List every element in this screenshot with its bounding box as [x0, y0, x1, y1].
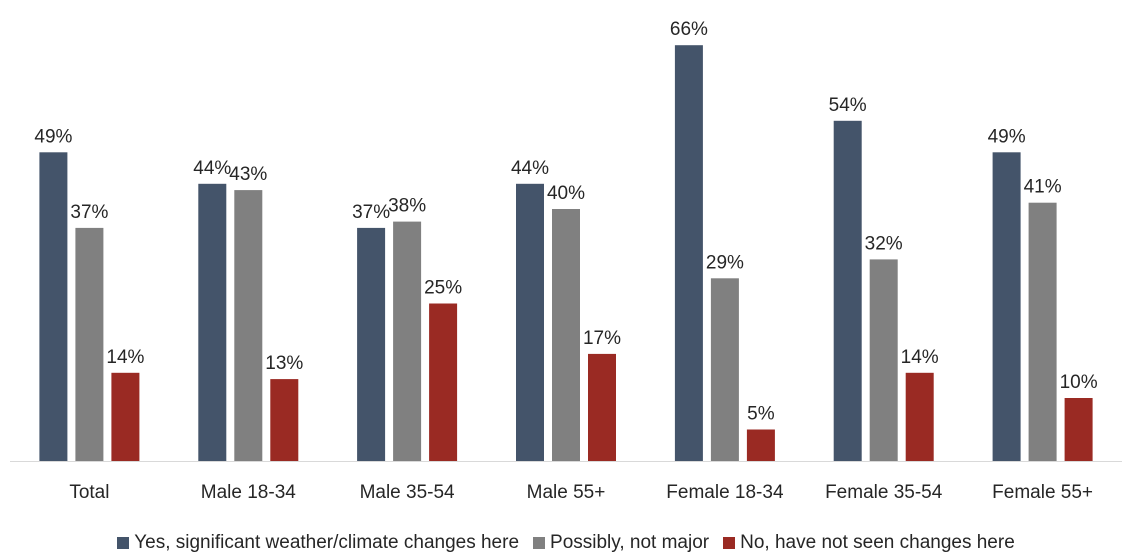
- bar-female-35-54-s2: [905, 372, 934, 461]
- data-label-male-18-34-s2: 13%: [265, 353, 303, 374]
- category-label-male-55-: Male 55+: [527, 482, 606, 503]
- legend-swatch-yes: [117, 537, 130, 549]
- legend-label-yes: Yes, significant weather/climate changes…: [134, 532, 520, 553]
- data-label-male-18-34-s1: 43%: [229, 164, 267, 185]
- bar-male-55--s0: [516, 183, 544, 462]
- data-label-male-35-54-s2: 25%: [424, 278, 462, 299]
- bar-female-18-34-s0: [674, 45, 703, 461]
- category-label-female-55-: Female 55+: [992, 482, 1093, 503]
- legend-item-no: No, have not seen changes here: [723, 532, 1015, 554]
- category-label-male-35-54: Male 35-54: [360, 482, 455, 503]
- data-label-total-s2: 14%: [106, 347, 144, 368]
- category-label-female-18-34: Female 18-34: [666, 482, 784, 503]
- data-label-female-55--s0: 49%: [988, 126, 1026, 147]
- legend-item-yes: Yes, significant weather/climate changes…: [117, 532, 519, 554]
- bar-female-55--s1: [1028, 202, 1057, 461]
- bar-total-s1: [75, 227, 104, 461]
- data-label-female-35-54-s0: 54%: [829, 95, 867, 116]
- data-label-male-18-34-s0: 44%: [193, 158, 231, 179]
- bar-female-18-34-s1: [710, 278, 739, 461]
- bar-male-18-34-s1: [234, 190, 263, 461]
- bar-male-55--s2: [588, 353, 616, 461]
- bar-total-s0: [39, 152, 68, 462]
- bar-total-s2: [111, 372, 140, 461]
- legend-label-possibly: Possibly, not major: [550, 532, 710, 553]
- data-label-male-55--s1: 40%: [547, 183, 585, 204]
- data-label-female-35-54-s1: 32%: [865, 233, 903, 254]
- category-label-total: Total: [69, 482, 109, 503]
- data-label-female-18-34-s1: 29%: [706, 252, 744, 273]
- data-label-female-55--s1: 41%: [1024, 177, 1062, 198]
- data-label-female-55--s2: 10%: [1060, 372, 1098, 393]
- bar-female-35-54-s0: [833, 120, 862, 462]
- data-label-female-18-34-s2: 5%: [747, 404, 775, 425]
- data-label-total-s1: 37%: [70, 202, 108, 223]
- legend-item-possibly: Possibly, not major: [533, 532, 709, 554]
- legend: Yes, significant weather/climate changes…: [0, 529, 1132, 557]
- legend-label-no: No, have not seen changes here: [740, 532, 1015, 553]
- data-label-female-18-34-s0: 66%: [670, 19, 708, 40]
- bar-female-55--s0: [992, 152, 1021, 462]
- data-label-male-55--s0: 44%: [511, 158, 549, 179]
- category-label-male-18-34: Male 18-34: [201, 482, 296, 503]
- bar-male-35-54-s0: [357, 227, 386, 461]
- data-label-total-s0: 49%: [34, 126, 72, 147]
- legend-swatch-possibly: [533, 537, 546, 549]
- bar-male-55--s1: [552, 209, 580, 461]
- data-label-male-35-54-s0: 37%: [352, 202, 390, 223]
- bar-female-35-54-s1: [869, 259, 898, 461]
- category-label-female-35-54: Female 35-54: [825, 482, 943, 503]
- bar-male-18-34-s2: [270, 379, 299, 461]
- data-label-male-35-54-s1: 38%: [388, 196, 426, 217]
- legend-swatch-no: [723, 537, 736, 549]
- bar-female-18-34-s2: [746, 429, 775, 461]
- data-label-female-35-54-s2: 14%: [901, 347, 939, 368]
- bar-male-35-54-s1: [393, 221, 422, 461]
- data-label-male-55--s2: 17%: [583, 328, 621, 349]
- bar-male-35-54-s2: [429, 303, 458, 461]
- bar-male-18-34-s0: [198, 183, 227, 462]
- bar-female-55--s2: [1064, 398, 1093, 461]
